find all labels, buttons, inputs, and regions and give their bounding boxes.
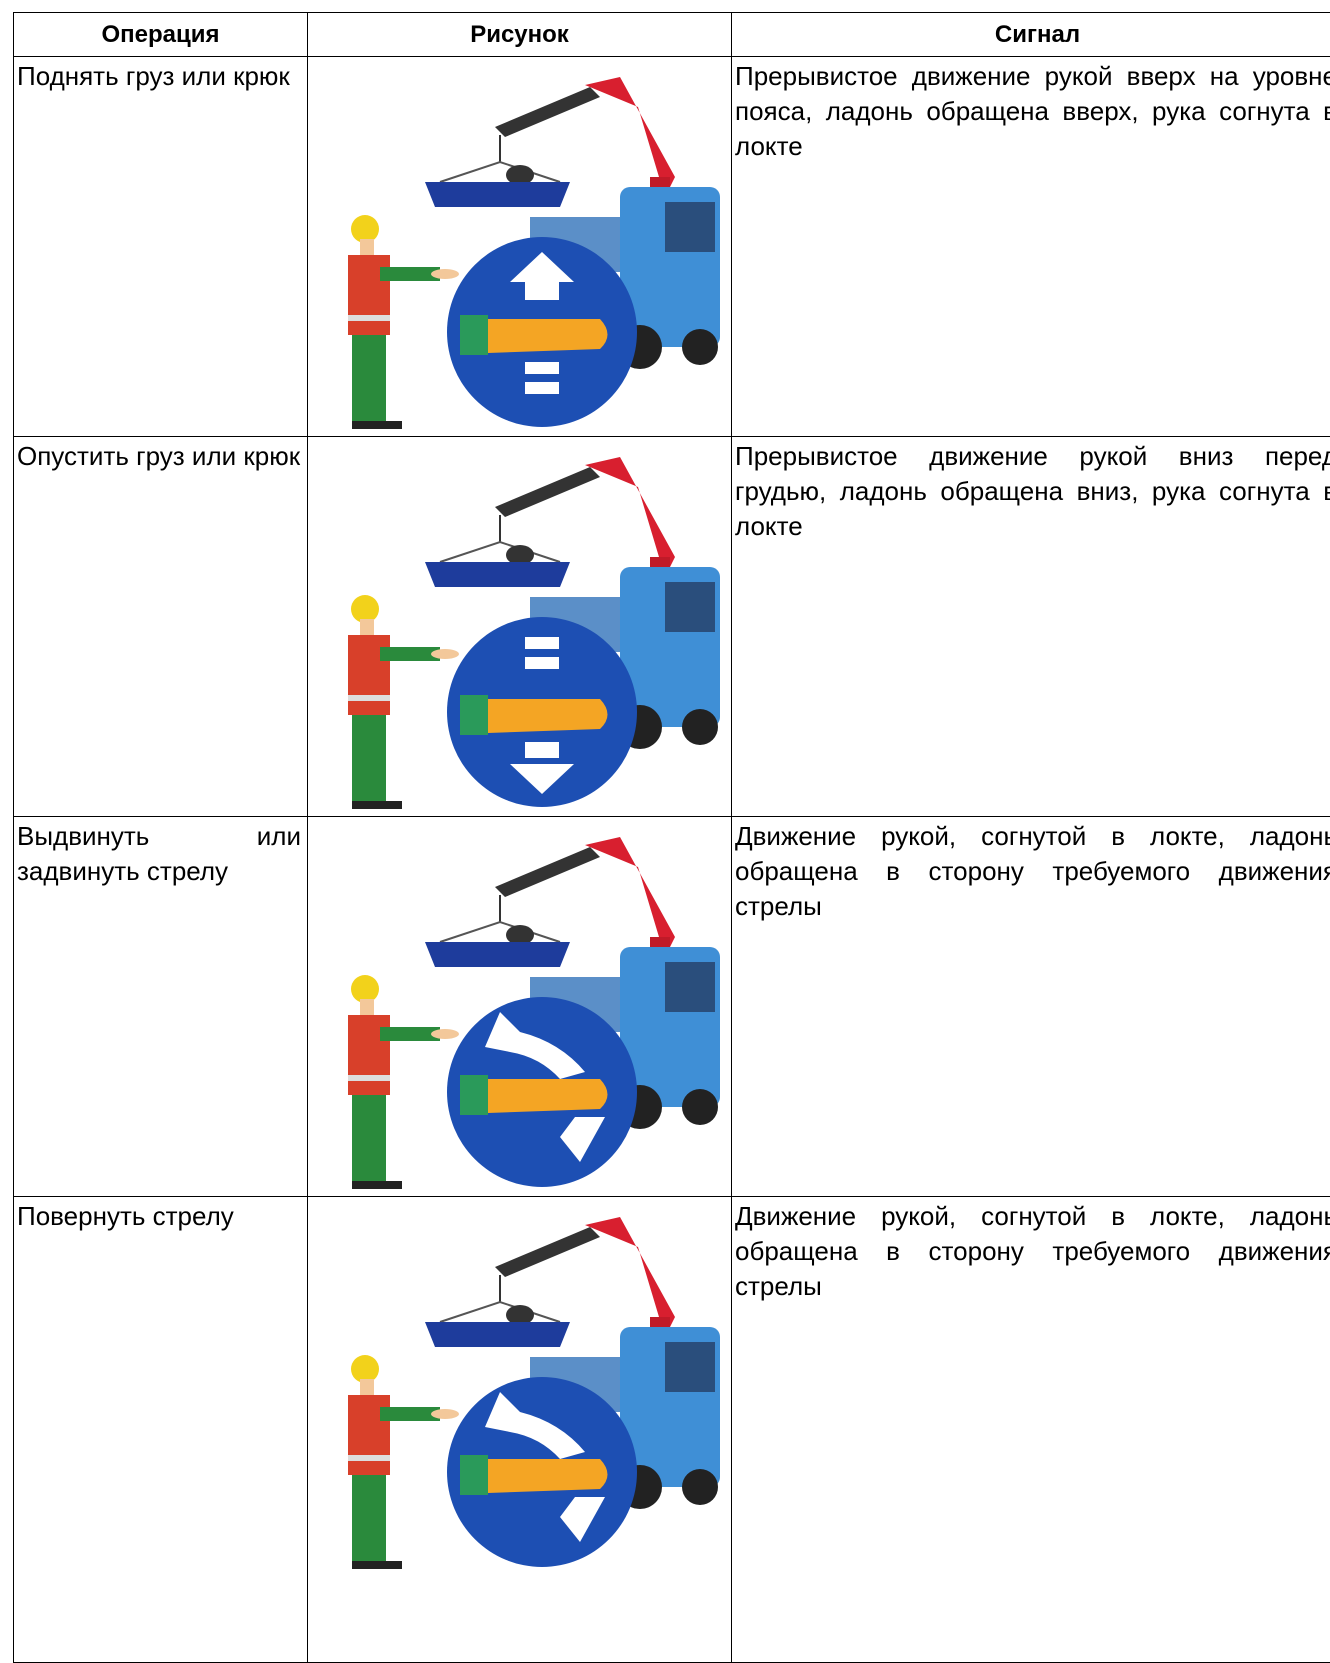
- picture: [308, 817, 732, 1197]
- header-cell: Рисунок: [308, 13, 732, 57]
- signal: Движение рукой, согнутой в локте, ладонь…: [732, 817, 1330, 1197]
- operation: Повернуть стрелу: [14, 1197, 308, 1663]
- row: Повернуть стрелу Движение рукой, согнуто…: [14, 1197, 1330, 1663]
- header-cell: Сигнал: [732, 13, 1330, 57]
- operation: Опустить груз или крюк: [14, 437, 308, 817]
- illustration: [308, 57, 732, 435]
- signal: Движение рукой, согнутой в локте, ладонь…: [732, 1197, 1330, 1663]
- picture: [308, 1197, 732, 1663]
- row: Выдвинуть или задвинуть стрелу Движение …: [14, 817, 1330, 1197]
- header-row: Операция Рисунок Сигнал: [14, 13, 1330, 57]
- illustration: [308, 1197, 732, 1575]
- picture: [308, 437, 732, 817]
- signal-table: Операция Рисунок Сигнал Поднять груз или…: [13, 12, 1330, 1663]
- signal: Прерывистое движение рукой вниз перед гр…: [732, 437, 1330, 817]
- illustration: [308, 817, 732, 1195]
- row: Опустить груз или крюк Прерывистое движе…: [14, 437, 1330, 817]
- signal: Прерывистое движение рукой вверх на уров…: [732, 57, 1330, 437]
- operation: Поднять груз или крюк: [14, 57, 308, 437]
- row: Поднять груз или крюк Прерывистое движен…: [14, 57, 1330, 437]
- illustration: [308, 437, 732, 815]
- header-cell: Операция: [14, 13, 308, 57]
- operation: Выдвинуть или задвинуть стрелу: [14, 817, 308, 1197]
- picture: [308, 57, 732, 437]
